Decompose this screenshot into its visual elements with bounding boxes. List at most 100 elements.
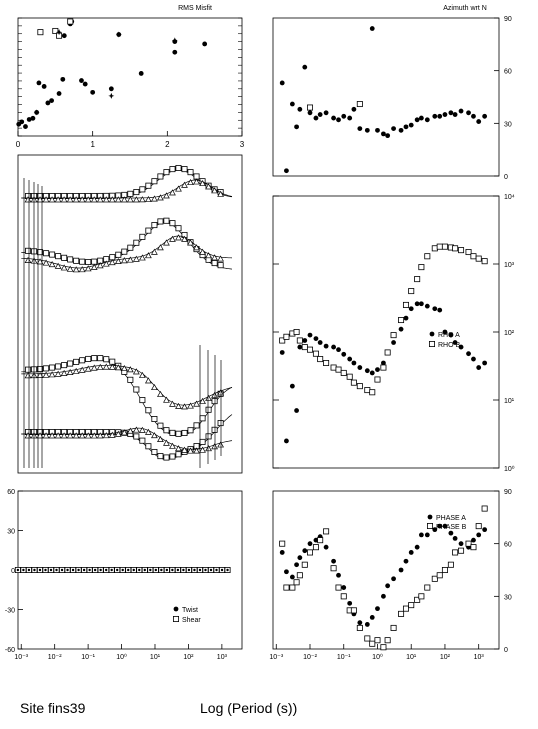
response-point bbox=[48, 196, 56, 203]
response-point bbox=[84, 265, 92, 272]
rho-point bbox=[294, 408, 299, 413]
rms-x-tick-label: 1 bbox=[90, 140, 95, 149]
phase-point bbox=[452, 536, 458, 541]
response-point bbox=[108, 431, 116, 438]
twist-point bbox=[204, 568, 207, 572]
twist-point bbox=[60, 568, 64, 572]
rho-point bbox=[452, 245, 459, 252]
response-point bbox=[151, 178, 158, 185]
phase-point bbox=[279, 540, 286, 547]
response-point bbox=[181, 235, 188, 242]
rho-point bbox=[289, 383, 295, 389]
response-point bbox=[193, 173, 200, 180]
twist-point bbox=[193, 568, 196, 572]
phase-point bbox=[391, 576, 396, 582]
phase-x-tick-label: 10⁻³ bbox=[269, 654, 283, 661]
rms-point bbox=[79, 78, 84, 83]
azimuth-point bbox=[418, 115, 424, 121]
phase-point bbox=[341, 585, 347, 590]
twist-x-tick-label: 10³ bbox=[217, 654, 228, 661]
twist-point bbox=[187, 568, 191, 572]
rho-y-tick-label: 10⁰ bbox=[504, 465, 515, 473]
response-point bbox=[36, 432, 44, 439]
phase-point bbox=[437, 523, 443, 529]
response-point bbox=[193, 244, 200, 251]
rms-x-tick-label: 0 bbox=[16, 140, 21, 149]
azimuth-point bbox=[471, 113, 476, 119]
response-point bbox=[127, 190, 134, 197]
response-point bbox=[175, 185, 182, 192]
response-point bbox=[78, 432, 86, 439]
response-point bbox=[24, 196, 32, 203]
rho-point bbox=[471, 356, 476, 362]
rho-point bbox=[452, 340, 458, 345]
response-point bbox=[24, 256, 32, 263]
twist-x-tick-label: 10⁻³ bbox=[14, 654, 28, 661]
twist-point bbox=[143, 568, 146, 572]
response-point bbox=[37, 365, 44, 372]
response-point bbox=[61, 362, 68, 369]
response-point bbox=[72, 266, 80, 273]
response-point bbox=[144, 377, 152, 384]
rms-point bbox=[90, 89, 96, 95]
response-point bbox=[144, 428, 152, 435]
rho-point bbox=[351, 360, 357, 366]
response-point bbox=[126, 427, 134, 434]
response-point bbox=[109, 358, 116, 365]
phase-legend-marker bbox=[426, 523, 433, 530]
response-point bbox=[55, 253, 62, 260]
rms-point bbox=[33, 109, 40, 116]
azimuth-y-tick-label: 60 bbox=[504, 69, 512, 76]
rho-point bbox=[356, 383, 363, 390]
rms-point bbox=[202, 41, 208, 47]
rho-point bbox=[369, 389, 376, 396]
azimuth-point bbox=[369, 26, 375, 31]
response-point bbox=[211, 260, 218, 267]
rho-point bbox=[465, 249, 472, 256]
twist-point bbox=[55, 568, 58, 572]
rho-point bbox=[380, 364, 387, 371]
response-point bbox=[72, 367, 80, 374]
twist-y-tick-label: 30 bbox=[7, 529, 15, 536]
twist-point bbox=[99, 568, 102, 572]
rho-point bbox=[279, 350, 285, 355]
twist-point bbox=[104, 568, 108, 572]
azimuth-point bbox=[307, 110, 313, 116]
azimuth-point bbox=[317, 112, 323, 117]
response-point bbox=[175, 234, 182, 241]
response-point bbox=[163, 427, 170, 434]
tipper-panel-frame bbox=[17, 154, 243, 474]
rho-point bbox=[458, 344, 464, 350]
rho-point bbox=[279, 337, 286, 344]
response-point bbox=[163, 454, 170, 461]
phase-point bbox=[350, 607, 357, 614]
rho-point bbox=[391, 340, 396, 345]
response-point bbox=[96, 196, 104, 203]
response-point bbox=[120, 257, 128, 264]
phase-y-tick-label: 30 bbox=[504, 594, 512, 601]
site-label: Site fins39 bbox=[20, 700, 86, 716]
twist-x-tick-label: 10⁰ bbox=[116, 653, 127, 661]
response-point bbox=[169, 429, 176, 436]
response-point bbox=[163, 217, 170, 224]
response-point bbox=[85, 355, 92, 362]
azimuth-point bbox=[279, 80, 285, 86]
response-point bbox=[157, 453, 164, 460]
rms-point bbox=[172, 49, 178, 55]
phase-point bbox=[284, 569, 289, 575]
response-point bbox=[193, 178, 200, 185]
azimuth-point bbox=[357, 126, 363, 131]
response-point bbox=[102, 196, 110, 203]
twist-point bbox=[165, 568, 169, 572]
phase-point bbox=[442, 523, 448, 529]
twist-point bbox=[182, 568, 185, 572]
response-point bbox=[67, 256, 74, 263]
twist-point bbox=[66, 568, 69, 572]
azimuth-point bbox=[408, 122, 414, 128]
phase-point bbox=[317, 537, 324, 544]
phase-point bbox=[470, 544, 477, 551]
phase-x-tick-label: 10² bbox=[440, 654, 451, 661]
rho-point bbox=[323, 343, 329, 349]
response-point bbox=[181, 446, 188, 453]
response-point bbox=[169, 442, 176, 449]
